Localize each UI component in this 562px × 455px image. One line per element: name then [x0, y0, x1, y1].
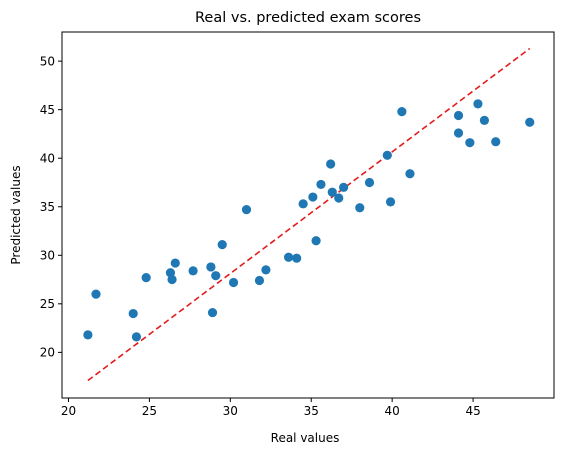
data-point: [339, 182, 349, 192]
data-point: [491, 137, 501, 147]
y-axis: 20 25 30 35 40 45 50: [40, 54, 62, 360]
data-point: [316, 179, 326, 190]
data-point: [473, 99, 483, 109]
data-point: [382, 150, 392, 160]
y-tick-label: 30: [40, 249, 55, 263]
data-point: [83, 330, 93, 340]
data-point: [298, 199, 308, 209]
data-point: [206, 262, 216, 272]
data-point: [283, 252, 294, 262]
y-tick-label: 20: [40, 346, 55, 360]
data-point: [254, 275, 265, 286]
data-point: [170, 258, 180, 268]
x-axis-title: Real values: [271, 431, 340, 445]
data-point: [479, 115, 490, 125]
data-point: [188, 266, 198, 276]
x-tick-label: 35: [304, 404, 319, 418]
x-tick-label: 25: [142, 404, 157, 418]
y-tick-label: 40: [40, 152, 55, 166]
y-tick-label: 45: [40, 103, 55, 117]
data-point: [334, 193, 344, 203]
reference-line: [87, 47, 531, 382]
data-point: [327, 187, 337, 197]
y-tick-label: 35: [40, 200, 55, 214]
reference-line-layer: [87, 47, 531, 382]
data-point: [241, 205, 252, 215]
data-point: [261, 265, 271, 275]
data-point: [397, 107, 407, 117]
x-tick-label: 30: [223, 404, 238, 418]
data-point: [207, 307, 218, 318]
x-tick-label: 45: [465, 404, 480, 418]
data-point: [311, 236, 321, 246]
data-point: [405, 169, 415, 179]
x-tick-label: 20: [61, 404, 76, 418]
data-point: [453, 110, 464, 121]
data-point: [292, 253, 302, 263]
data-point: [131, 332, 142, 342]
data-point: [228, 277, 239, 288]
data-point: [128, 308, 138, 319]
data-points-layer: [83, 99, 535, 342]
data-point: [465, 138, 475, 148]
data-point: [326, 159, 336, 169]
data-point: [217, 240, 227, 250]
data-point: [525, 117, 535, 127]
data-point: [308, 192, 318, 202]
y-axis-title: Predicted values: [9, 165, 23, 264]
data-point: [364, 177, 375, 188]
data-point: [211, 271, 221, 281]
data-point: [453, 128, 464, 138]
data-point: [385, 197, 396, 207]
data-point: [167, 274, 177, 285]
x-tick-label: 40: [385, 404, 400, 418]
data-point: [355, 203, 365, 213]
y-tick-label: 50: [40, 54, 55, 68]
data-point: [141, 273, 151, 283]
chart-title: Real vs. predicted exam scores: [195, 10, 421, 26]
y-tick-label: 25: [40, 297, 55, 311]
data-point: [91, 289, 101, 299]
x-axis: 20 25 30 35 40 45: [61, 398, 481, 418]
plot-area: [61, 31, 555, 399]
plot-frame: [61, 31, 555, 399]
